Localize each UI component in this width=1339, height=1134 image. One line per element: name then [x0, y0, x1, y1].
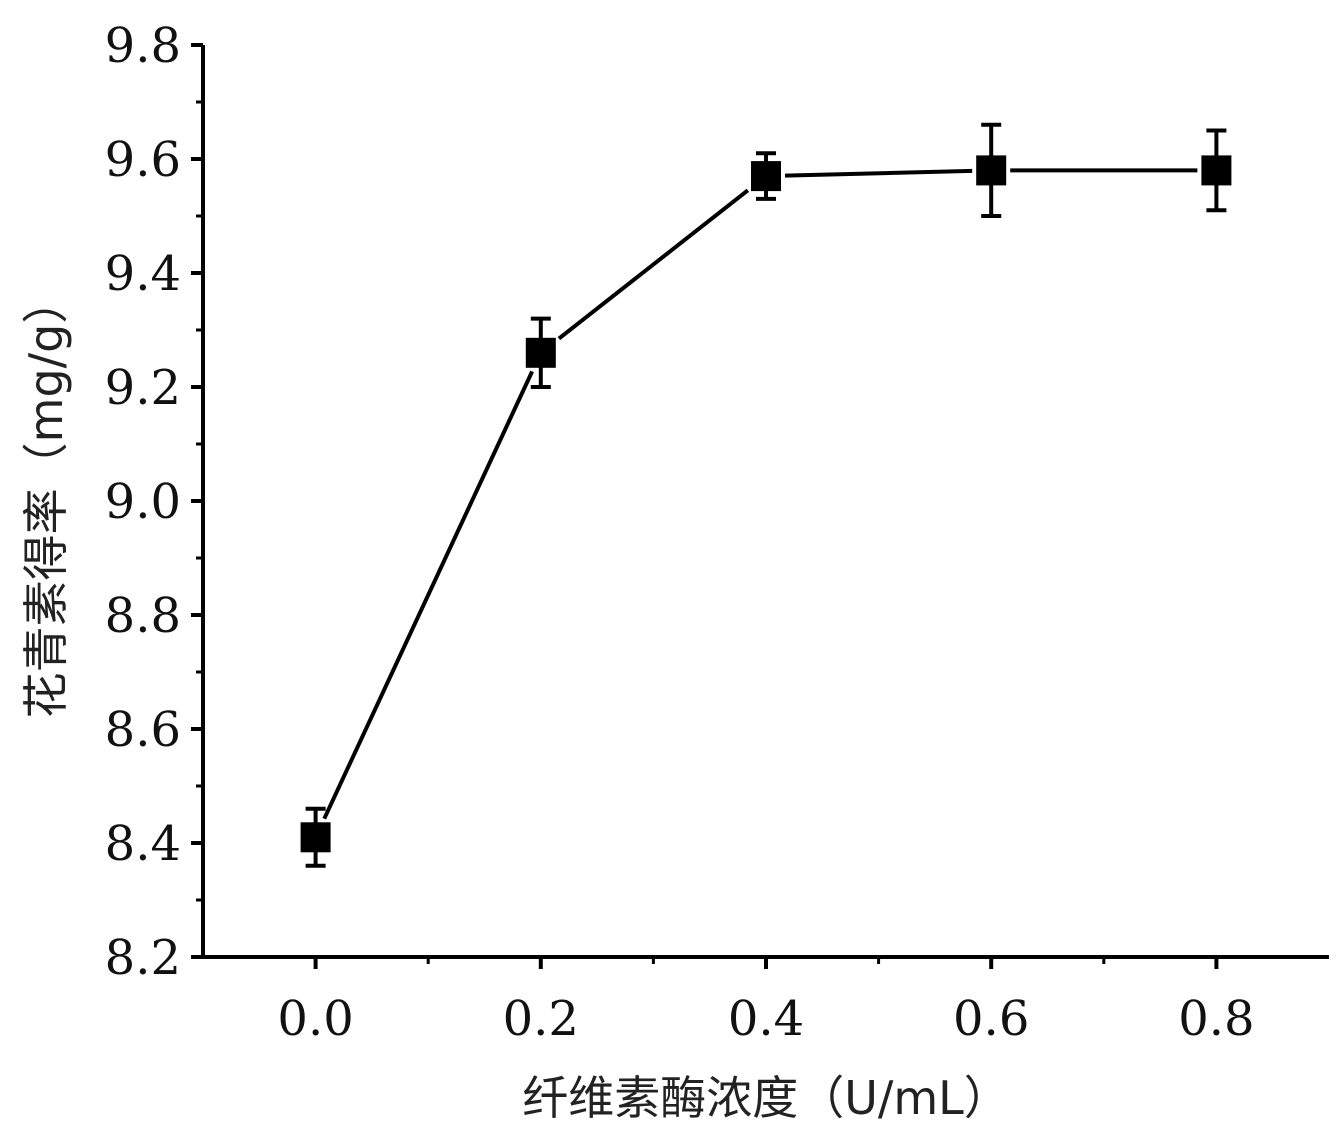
x-axis-title: 纤维素酶浓度（U/mL） — [522, 1071, 1010, 1125]
x-tick-label: 0.4 — [728, 991, 804, 1047]
y-tick-label: 9.2 — [105, 360, 181, 416]
y-tick-label: 9.8 — [105, 18, 181, 74]
data-point-marker — [751, 161, 781, 192]
x-tick-label: 0.8 — [1178, 991, 1254, 1047]
x-tick-label: 0.6 — [953, 991, 1029, 1047]
y-tick-label: 8.6 — [105, 702, 181, 758]
tick-labels: 8.2 8.4 8.6 8.8 9.0 9.2 9.4 9.6 9.8 0.0 0.2 0.4 0.6 0… — [105, 18, 1255, 1047]
series-line-segment — [557, 188, 750, 341]
y-tick-label: 8.4 — [105, 816, 181, 872]
series-line-segment — [784, 168, 973, 178]
series-line-segment — [322, 370, 534, 820]
x-tick-label: 0.2 — [503, 991, 579, 1047]
x-tick-label: 0.0 — [277, 991, 353, 1047]
y-axis-title: 花青素得率（mg/g） — [19, 278, 73, 719]
y-tick-label: 8.2 — [105, 930, 181, 986]
y-tick-label: 9.4 — [105, 246, 181, 302]
ticks — [191, 43, 1219, 969]
series-layer — [300, 122, 1232, 868]
data-point-marker — [300, 822, 331, 853]
y-tick-label: 8.8 — [105, 588, 181, 644]
y-tick-label: 9.0 — [105, 474, 181, 530]
data-point-marker — [976, 155, 1007, 186]
data-point-marker — [1201, 155, 1232, 186]
y-tick-label: 9.6 — [105, 132, 181, 188]
data-point-marker — [525, 337, 556, 368]
